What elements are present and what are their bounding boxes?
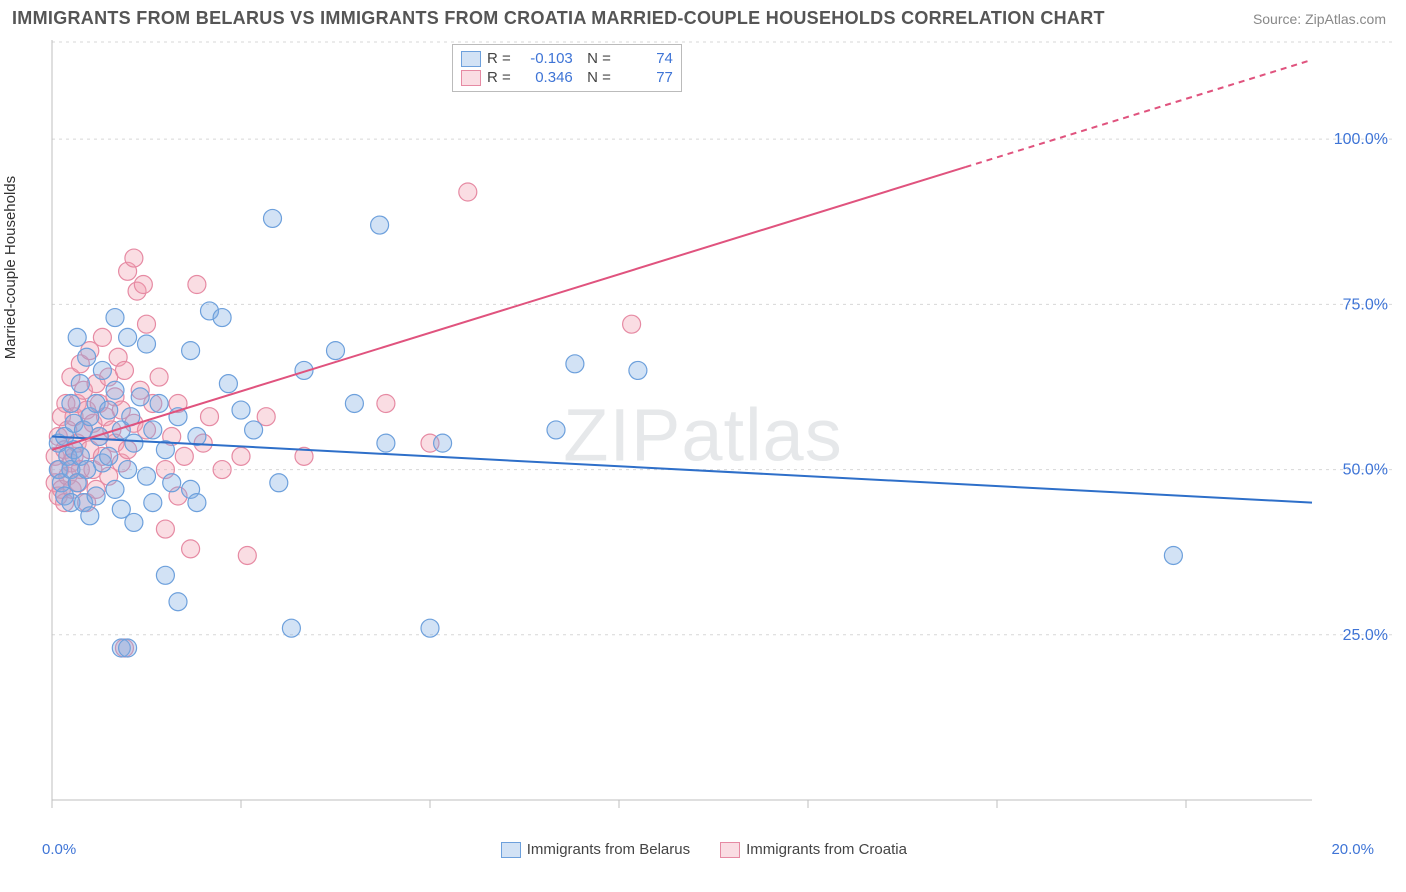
y-axis-label: Married-couple Households (2, 176, 19, 359)
r-label: R = (487, 69, 511, 86)
svg-text:50.0%: 50.0% (1343, 462, 1388, 479)
x-axis-start: 0.0% (42, 841, 76, 858)
swatch-belarus (461, 51, 481, 67)
series-name-croatia: Immigrants from Croatia (746, 841, 907, 858)
svg-text:25.0%: 25.0% (1343, 627, 1388, 644)
legend-item-croatia: Immigrants from Croatia (720, 841, 907, 858)
r-value-belarus: -0.103 (517, 50, 573, 67)
chart-title: IMMIGRANTS FROM BELARUS VS IMMIGRANTS FR… (12, 8, 1105, 29)
n-value-croatia: 77 (617, 69, 673, 86)
r-label: R = (487, 50, 511, 67)
series-name-belarus: Immigrants from Belarus (527, 841, 690, 858)
bottom-legend: 0.0% Immigrants from Belarus Immigrants … (12, 841, 1394, 858)
svg-text:75.0%: 75.0% (1343, 296, 1388, 313)
svg-text:100.0%: 100.0% (1334, 131, 1388, 148)
swatch-belarus (501, 842, 521, 858)
source-label: Source: ZipAtlas.com (1253, 11, 1386, 27)
scatter-chart: 25.0% 50.0% 75.0% 100.0% (12, 40, 1394, 862)
legend-row: R = 0.346 N = 77 (461, 68, 673, 87)
legend-item-belarus: Immigrants from Belarus (501, 841, 690, 858)
chart-area: Married-couple Households 25.0%50.0%75.0… (12, 40, 1394, 862)
n-label: N = (579, 50, 611, 67)
x-axis-end: 20.0% (1331, 841, 1374, 858)
swatch-croatia (720, 842, 740, 858)
n-label: N = (579, 69, 611, 86)
r-value-croatia: 0.346 (517, 69, 573, 86)
legend-row: R = -0.103 N = 74 (461, 49, 673, 68)
statistics-legend: R = -0.103 N = 74 R = 0.346 N = 77 (452, 44, 682, 92)
swatch-croatia (461, 70, 481, 86)
n-value-belarus: 74 (617, 50, 673, 67)
